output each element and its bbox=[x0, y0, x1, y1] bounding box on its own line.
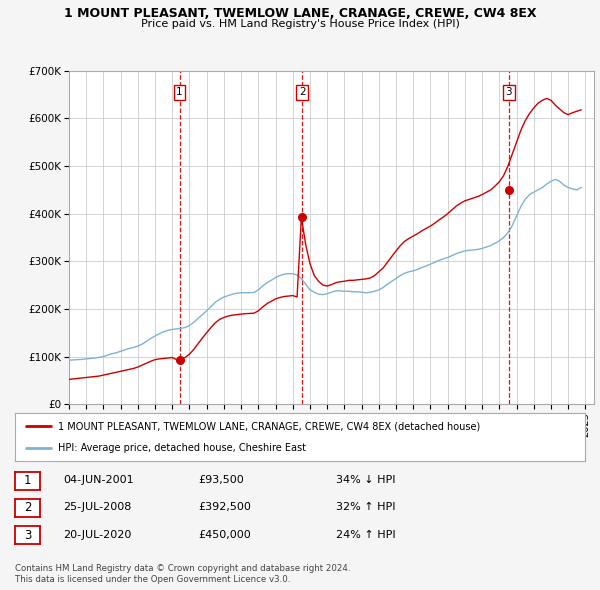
Text: 32% ↑ HPI: 32% ↑ HPI bbox=[336, 503, 395, 512]
Text: 2: 2 bbox=[299, 87, 306, 97]
Text: Contains HM Land Registry data © Crown copyright and database right 2024.: Contains HM Land Registry data © Crown c… bbox=[15, 565, 350, 573]
Text: 3: 3 bbox=[24, 529, 31, 542]
Text: 3: 3 bbox=[505, 87, 512, 97]
Text: Price paid vs. HM Land Registry's House Price Index (HPI): Price paid vs. HM Land Registry's House … bbox=[140, 19, 460, 30]
Text: £450,000: £450,000 bbox=[198, 530, 251, 539]
Text: 20-JUL-2020: 20-JUL-2020 bbox=[63, 530, 131, 539]
Text: 34% ↓ HPI: 34% ↓ HPI bbox=[336, 476, 395, 485]
Text: 04-JUN-2001: 04-JUN-2001 bbox=[63, 476, 134, 485]
Text: This data is licensed under the Open Government Licence v3.0.: This data is licensed under the Open Gov… bbox=[15, 575, 290, 584]
Text: 1: 1 bbox=[176, 87, 183, 97]
Text: £93,500: £93,500 bbox=[198, 476, 244, 485]
Text: 2: 2 bbox=[24, 502, 31, 514]
Text: HPI: Average price, detached house, Cheshire East: HPI: Average price, detached house, Ches… bbox=[58, 443, 306, 453]
Text: 24% ↑ HPI: 24% ↑ HPI bbox=[336, 530, 395, 539]
Text: 1: 1 bbox=[24, 474, 31, 487]
Text: 1 MOUNT PLEASANT, TWEMLOW LANE, CRANAGE, CREWE, CW4 8EX (detached house): 1 MOUNT PLEASANT, TWEMLOW LANE, CRANAGE,… bbox=[58, 421, 480, 431]
Text: £392,500: £392,500 bbox=[198, 503, 251, 512]
Text: 1 MOUNT PLEASANT, TWEMLOW LANE, CRANAGE, CREWE, CW4 8EX: 1 MOUNT PLEASANT, TWEMLOW LANE, CRANAGE,… bbox=[64, 7, 536, 20]
Text: 25-JUL-2008: 25-JUL-2008 bbox=[63, 503, 131, 512]
